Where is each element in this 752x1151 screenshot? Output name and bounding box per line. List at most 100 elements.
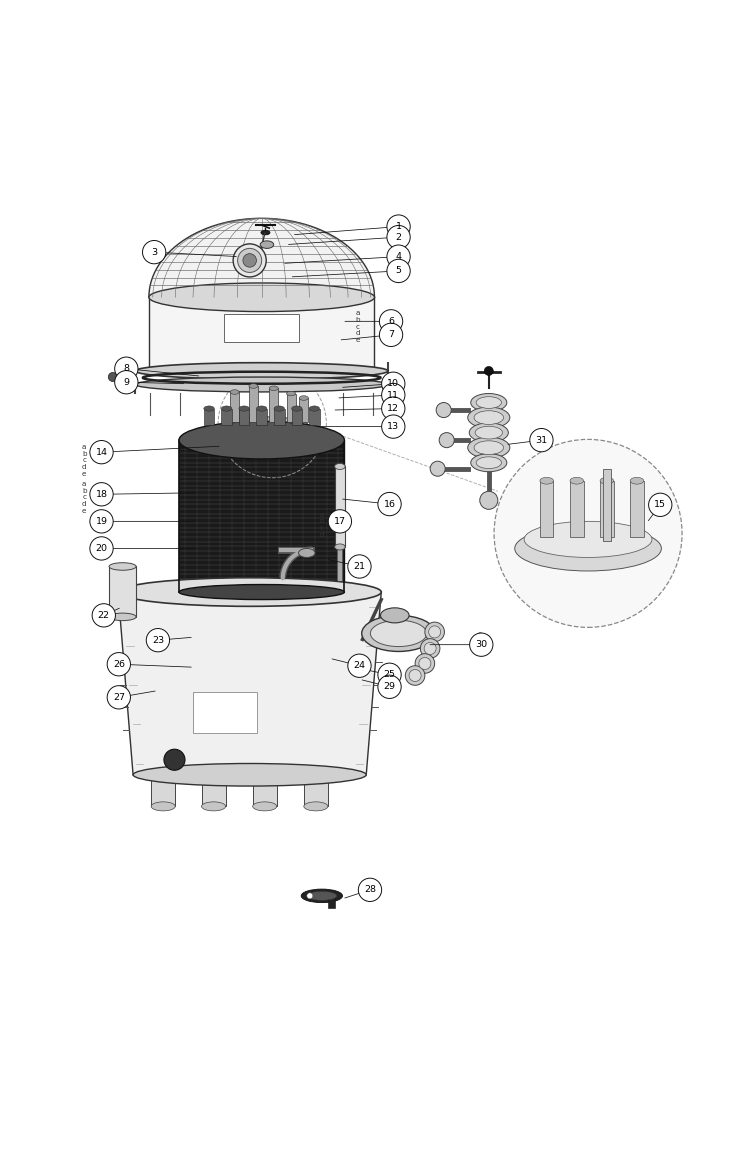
Text: a: a [82, 444, 86, 450]
Circle shape [415, 654, 435, 673]
Ellipse shape [133, 763, 366, 786]
Circle shape [114, 371, 138, 394]
Circle shape [419, 657, 431, 670]
Circle shape [469, 633, 493, 656]
Circle shape [347, 654, 371, 678]
Text: 5: 5 [396, 266, 402, 275]
FancyBboxPatch shape [230, 392, 239, 422]
Ellipse shape [256, 406, 267, 411]
Ellipse shape [370, 620, 427, 647]
Text: 16: 16 [384, 500, 396, 509]
Circle shape [381, 416, 405, 439]
Ellipse shape [292, 406, 302, 411]
Circle shape [494, 440, 682, 627]
Text: b: b [355, 317, 360, 322]
Circle shape [378, 493, 402, 516]
Ellipse shape [109, 563, 136, 570]
Ellipse shape [135, 363, 388, 379]
Ellipse shape [570, 478, 584, 485]
Text: a: a [356, 310, 359, 317]
Text: d: d [320, 532, 324, 538]
Text: 1: 1 [396, 222, 402, 231]
Text: 26: 26 [113, 660, 125, 669]
FancyBboxPatch shape [292, 409, 302, 425]
Circle shape [243, 253, 256, 267]
Text: 20: 20 [96, 544, 108, 552]
Circle shape [358, 878, 381, 901]
Text: 29: 29 [384, 683, 396, 692]
Text: 3: 3 [151, 247, 157, 257]
Ellipse shape [287, 391, 296, 396]
Circle shape [233, 244, 266, 277]
Circle shape [436, 403, 451, 418]
Ellipse shape [304, 802, 328, 810]
Ellipse shape [239, 406, 250, 411]
FancyBboxPatch shape [202, 775, 226, 807]
Ellipse shape [179, 421, 344, 459]
Ellipse shape [630, 478, 644, 485]
Text: 13: 13 [387, 422, 399, 432]
Ellipse shape [274, 406, 284, 411]
Text: 11: 11 [387, 390, 399, 399]
FancyBboxPatch shape [216, 436, 314, 455]
Circle shape [92, 604, 116, 627]
Ellipse shape [468, 437, 510, 458]
Text: 21: 21 [353, 562, 365, 571]
FancyBboxPatch shape [335, 466, 345, 547]
Ellipse shape [514, 526, 662, 571]
Ellipse shape [151, 802, 175, 810]
Circle shape [380, 323, 403, 346]
Ellipse shape [475, 426, 502, 439]
Text: a: a [320, 511, 324, 518]
Text: e: e [82, 508, 86, 513]
Text: 12: 12 [387, 404, 399, 413]
Ellipse shape [476, 397, 502, 409]
FancyBboxPatch shape [274, 409, 284, 425]
Text: 7: 7 [388, 330, 394, 340]
FancyBboxPatch shape [299, 398, 308, 422]
Ellipse shape [204, 406, 214, 411]
Ellipse shape [381, 608, 409, 623]
Circle shape [529, 428, 553, 452]
FancyBboxPatch shape [151, 775, 175, 807]
Circle shape [439, 433, 454, 448]
Circle shape [146, 628, 169, 651]
Text: 24: 24 [353, 661, 365, 670]
Circle shape [164, 749, 185, 770]
Ellipse shape [307, 891, 337, 900]
Text: d: d [82, 501, 86, 508]
Text: 23: 23 [152, 635, 164, 645]
Ellipse shape [299, 396, 308, 401]
Ellipse shape [179, 585, 344, 600]
FancyBboxPatch shape [224, 314, 299, 342]
FancyBboxPatch shape [253, 775, 277, 807]
Circle shape [328, 510, 351, 533]
Ellipse shape [335, 544, 345, 550]
Polygon shape [149, 219, 374, 297]
Circle shape [142, 241, 165, 264]
Text: c: c [478, 645, 482, 650]
Text: 6: 6 [388, 317, 394, 326]
Text: 28: 28 [364, 885, 376, 894]
Text: b: b [82, 451, 86, 457]
Circle shape [430, 462, 445, 477]
Text: d: d [355, 330, 360, 336]
Text: b: b [320, 518, 324, 525]
Text: 10: 10 [387, 379, 399, 388]
FancyBboxPatch shape [269, 388, 278, 422]
Ellipse shape [469, 422, 508, 442]
Circle shape [424, 642, 436, 655]
Text: c: c [320, 525, 324, 531]
Circle shape [378, 663, 402, 686]
Ellipse shape [221, 406, 232, 411]
FancyBboxPatch shape [221, 409, 232, 425]
Circle shape [420, 639, 440, 658]
Text: 27: 27 [113, 693, 125, 702]
Circle shape [107, 653, 131, 676]
FancyBboxPatch shape [256, 409, 267, 425]
Text: 15: 15 [654, 501, 666, 509]
Ellipse shape [202, 802, 226, 810]
Ellipse shape [600, 478, 614, 485]
Circle shape [381, 397, 405, 420]
Circle shape [429, 626, 441, 638]
